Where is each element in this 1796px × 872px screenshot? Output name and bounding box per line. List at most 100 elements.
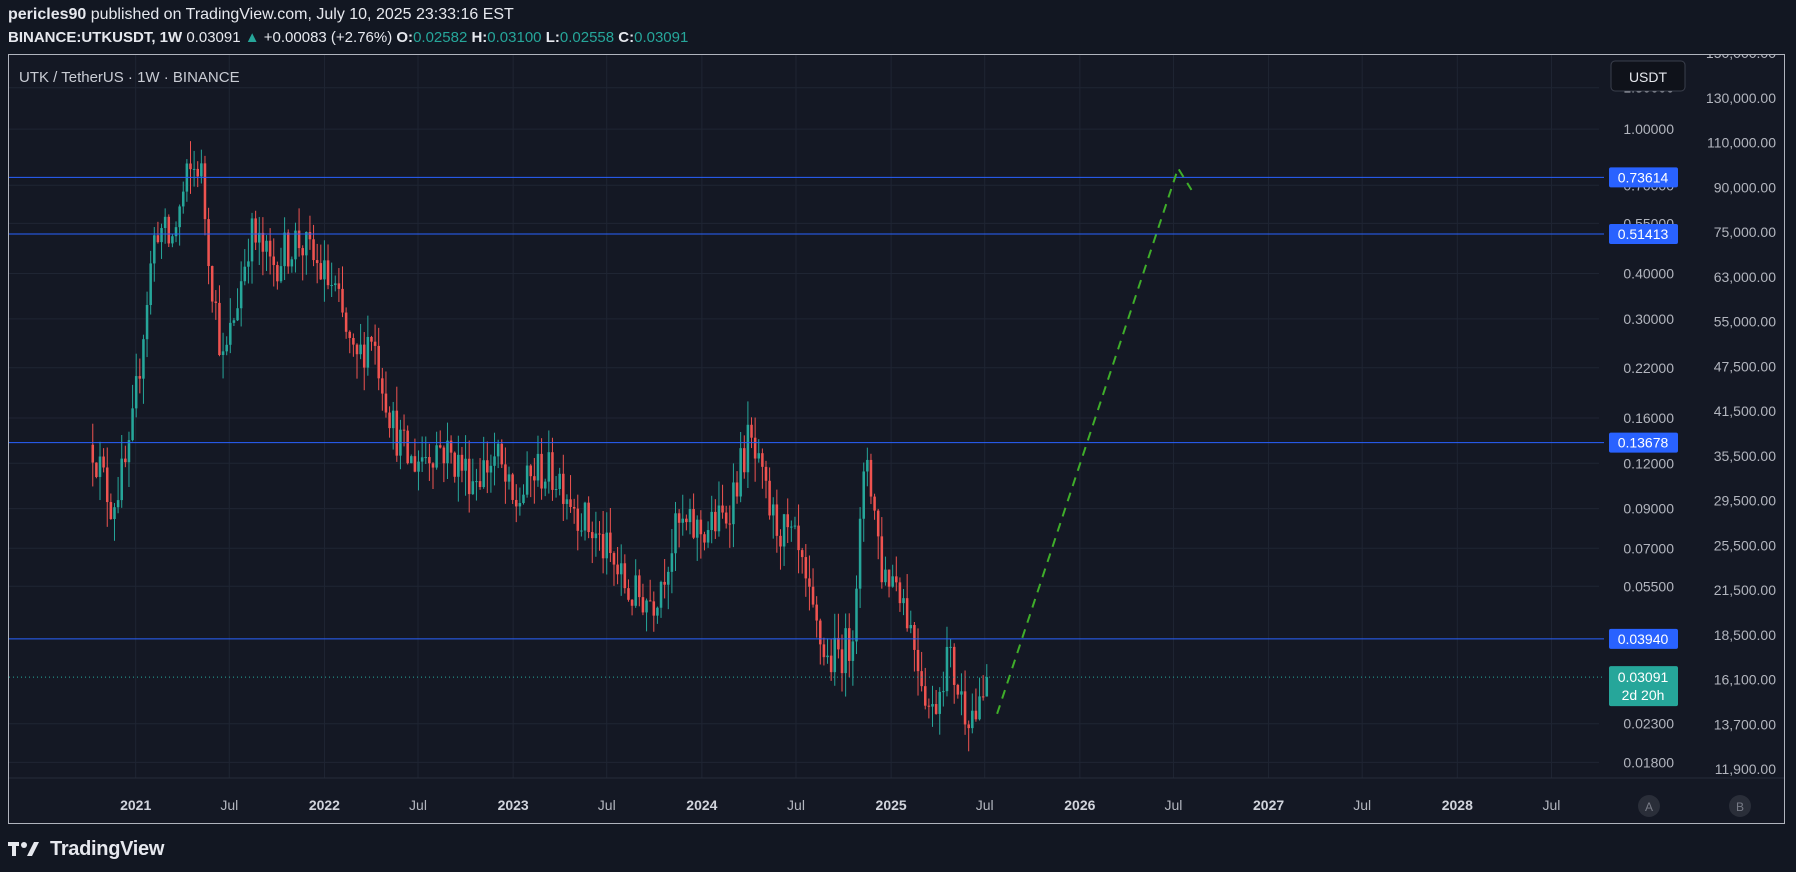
scale-button-label: A (1645, 800, 1653, 814)
candle (518, 487, 522, 516)
candle (739, 431, 742, 503)
candle-body (670, 553, 674, 572)
candle (326, 244, 330, 290)
candle (634, 559, 637, 608)
hline-price-label: 0.13678 (1609, 432, 1678, 453)
candle-body (486, 460, 489, 473)
price-tick-label: 0.30000 (1623, 311, 1674, 327)
candle (884, 556, 887, 586)
hline-label-text: 0.13678 (1618, 435, 1669, 451)
candle (214, 290, 218, 320)
candle-body (847, 628, 851, 661)
candle-body (402, 429, 406, 431)
candle (200, 149, 203, 184)
candle (677, 509, 681, 548)
candle-body (319, 263, 323, 280)
candle (475, 468, 478, 501)
candle-body (923, 686, 927, 706)
candle (735, 471, 739, 504)
candle (210, 265, 214, 313)
candles (91, 141, 989, 752)
candle (449, 435, 453, 464)
scale-button-b[interactable]: B (1729, 795, 1751, 817)
price-chart[interactable]: 1.300001.000000.700000.550000.400000.300… (9, 55, 1784, 823)
candle (482, 436, 485, 489)
scale-button-a[interactable]: A (1638, 795, 1660, 817)
candle-body (753, 437, 757, 459)
candle-body (616, 564, 619, 575)
candle (315, 243, 319, 284)
candle-body (851, 641, 855, 661)
candle (420, 436, 424, 473)
time-tick-label: 2027 (1253, 797, 1284, 813)
candle-body (377, 345, 380, 379)
hline-label-bg (1609, 223, 1678, 244)
candle-body (189, 163, 192, 170)
candle (438, 430, 442, 449)
candle (978, 677, 981, 721)
candle-body (225, 344, 228, 352)
candle-body (786, 514, 789, 528)
candle (413, 438, 417, 473)
candle-body (163, 216, 167, 229)
candle-body (464, 458, 467, 471)
candle (511, 472, 514, 504)
candle (98, 441, 102, 501)
candle (594, 511, 598, 557)
secondary-scale-label: 21,500.00 (1714, 582, 1776, 598)
candle-body (95, 462, 98, 477)
candle-body (514, 499, 518, 507)
candle (236, 288, 239, 322)
candle (876, 508, 880, 560)
candle (305, 231, 308, 275)
candle (124, 445, 127, 468)
candle-body (750, 424, 753, 438)
candle-body (779, 535, 782, 547)
secondary-scale-label: 55,000.00 (1714, 314, 1776, 330)
candle (178, 204, 181, 246)
candle (775, 489, 779, 553)
candle-body (674, 513, 677, 554)
candle-body (692, 509, 695, 538)
candle-body (435, 445, 438, 468)
candle-body (804, 557, 808, 579)
secondary-scale-label: 25,500.00 (1714, 537, 1776, 553)
hline-price-label: 0.73614 (1609, 167, 1678, 188)
last-price-badge: 0.03091 2d 20h (1609, 666, 1678, 707)
candle-body (891, 576, 894, 587)
candle-body (518, 502, 522, 507)
candle (952, 643, 956, 704)
candle-body (580, 530, 583, 532)
candle (232, 317, 236, 326)
candle (833, 613, 837, 686)
candle-body (985, 677, 989, 697)
candle (706, 521, 710, 548)
candle (323, 240, 326, 302)
chart-frame[interactable]: 1.300001.000000.700000.550000.400000.300… (8, 54, 1785, 824)
candle-body (938, 691, 941, 714)
candle-body (714, 511, 717, 532)
candle-body (782, 514, 786, 547)
candle-body (210, 266, 214, 302)
candle-body (623, 563, 627, 589)
candle-body (743, 448, 746, 473)
candle (786, 498, 789, 544)
candle-body (438, 445, 442, 448)
candle (254, 210, 257, 250)
publisher-name[interactable]: pericles90 (8, 6, 87, 23)
candle (134, 353, 138, 418)
candle-body (533, 476, 536, 481)
candle-body (757, 453, 761, 459)
hline-label-text: 0.73614 (1618, 169, 1669, 185)
currency-button[interactable]: USDT (1610, 60, 1686, 92)
candle-body (236, 308, 239, 321)
candle-body (909, 625, 913, 629)
high-value: 0.03100 (487, 29, 542, 46)
candle (605, 512, 609, 575)
candle (909, 610, 913, 634)
candle-body (388, 412, 391, 429)
price-tick-label: 0.09000 (1623, 501, 1674, 517)
candle-body (142, 339, 145, 379)
candle (627, 579, 630, 602)
candle (623, 554, 627, 594)
